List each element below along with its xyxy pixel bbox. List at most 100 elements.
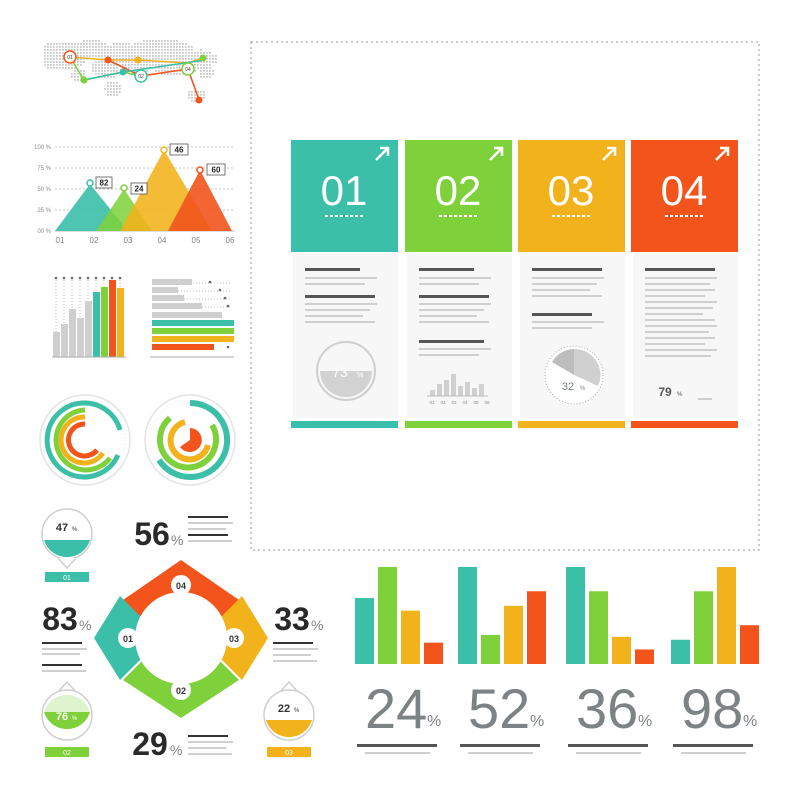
drop-gauge-value: 47 [56, 522, 68, 534]
map-dot [191, 97, 193, 99]
map-dot [188, 52, 190, 54]
map-dot [125, 46, 127, 48]
bar [355, 598, 374, 664]
map-dot [206, 76, 208, 78]
map-dot [47, 43, 49, 45]
map-dot [191, 91, 193, 93]
map-dot [80, 46, 82, 48]
map-dot [164, 73, 166, 75]
map-dot [101, 49, 103, 51]
map-dot [146, 43, 148, 45]
map-dot [113, 76, 115, 78]
map-dot [53, 49, 55, 51]
map-dot [98, 52, 100, 54]
map-dot [125, 55, 127, 57]
bar-group-unit: % [530, 713, 544, 730]
bar-group-unit: % [743, 713, 757, 730]
map-dot [62, 58, 64, 60]
map-dot [77, 64, 79, 66]
map-dot [128, 61, 130, 63]
vertical-bar-chart [52, 276, 126, 358]
map-dot [59, 61, 61, 63]
map-dot [56, 64, 58, 66]
ring-wedge [180, 428, 202, 452]
map-dot [149, 58, 151, 60]
map-dot [77, 49, 79, 51]
arrow-icon [715, 146, 730, 161]
map-dot [74, 79, 76, 81]
map-dot [212, 73, 214, 75]
card-mini-bar [458, 386, 463, 396]
map-dot [164, 64, 166, 66]
world-map-pin: 02 [134, 69, 148, 83]
map-dot [179, 55, 181, 57]
bar [152, 336, 234, 342]
map-dot [71, 43, 73, 45]
map-dot [83, 43, 85, 45]
map-dot [128, 43, 130, 45]
map-dot [131, 58, 133, 60]
card-pie-slice [574, 348, 601, 386]
bar [152, 287, 178, 293]
map-dot [74, 43, 76, 45]
bar [77, 318, 84, 357]
map-dot [59, 58, 61, 60]
map-dot [203, 70, 205, 72]
map-dot [176, 46, 178, 48]
map-dot [74, 61, 76, 63]
map-dot [119, 85, 121, 87]
map-dot [86, 52, 88, 54]
map-dot [143, 52, 145, 54]
svg-text:01: 01 [67, 55, 73, 61]
map-dot [119, 55, 121, 57]
y-tick: 25 % [37, 208, 51, 214]
map-dot [161, 43, 163, 45]
map-dot [59, 43, 61, 45]
map-dot [56, 67, 58, 69]
map-dot [179, 67, 181, 69]
map-dot [44, 46, 46, 48]
ring-arc [156, 399, 231, 480]
map-dot [119, 88, 121, 90]
bar [101, 287, 108, 357]
map-dot [191, 55, 193, 57]
map-dot [116, 58, 118, 60]
map-dot [92, 64, 94, 66]
map-dot [143, 55, 145, 57]
map-dot [191, 94, 193, 96]
ring-arc [44, 400, 121, 480]
map-dot [92, 46, 94, 48]
map-dot [95, 52, 97, 54]
world-map-pin: 04 [181, 62, 195, 76]
map-dot [134, 55, 136, 57]
card-mini-bar [465, 382, 470, 396]
map-dot [71, 67, 73, 69]
map-dot [182, 73, 184, 75]
map-dot [188, 58, 190, 60]
map-dot [167, 67, 169, 69]
ring-segment-badge [171, 575, 191, 595]
ring-segment-label: 04 [176, 581, 186, 591]
map-dot [47, 64, 49, 66]
map-dot [209, 70, 211, 72]
ring-stat-unit: % [311, 617, 323, 633]
drop-gauge-tag [45, 747, 89, 757]
card-stat: 73 [332, 364, 348, 380]
map-dot [122, 52, 124, 54]
card-stat: 79 [658, 385, 672, 399]
map-dot [194, 52, 196, 54]
y-tick: 50 % [37, 187, 51, 193]
bar [589, 591, 608, 664]
map-dot [164, 58, 166, 60]
map-dot [128, 52, 130, 54]
map-dot [131, 61, 133, 63]
map-dot [146, 70, 148, 72]
map-dot [119, 43, 121, 45]
ring-segment-badge [224, 628, 244, 648]
map-dot [101, 46, 103, 48]
card-footer-bar [518, 421, 625, 428]
bar [458, 567, 477, 664]
map-dot [158, 67, 160, 69]
map-dot [182, 58, 184, 60]
map-dot [95, 46, 97, 48]
